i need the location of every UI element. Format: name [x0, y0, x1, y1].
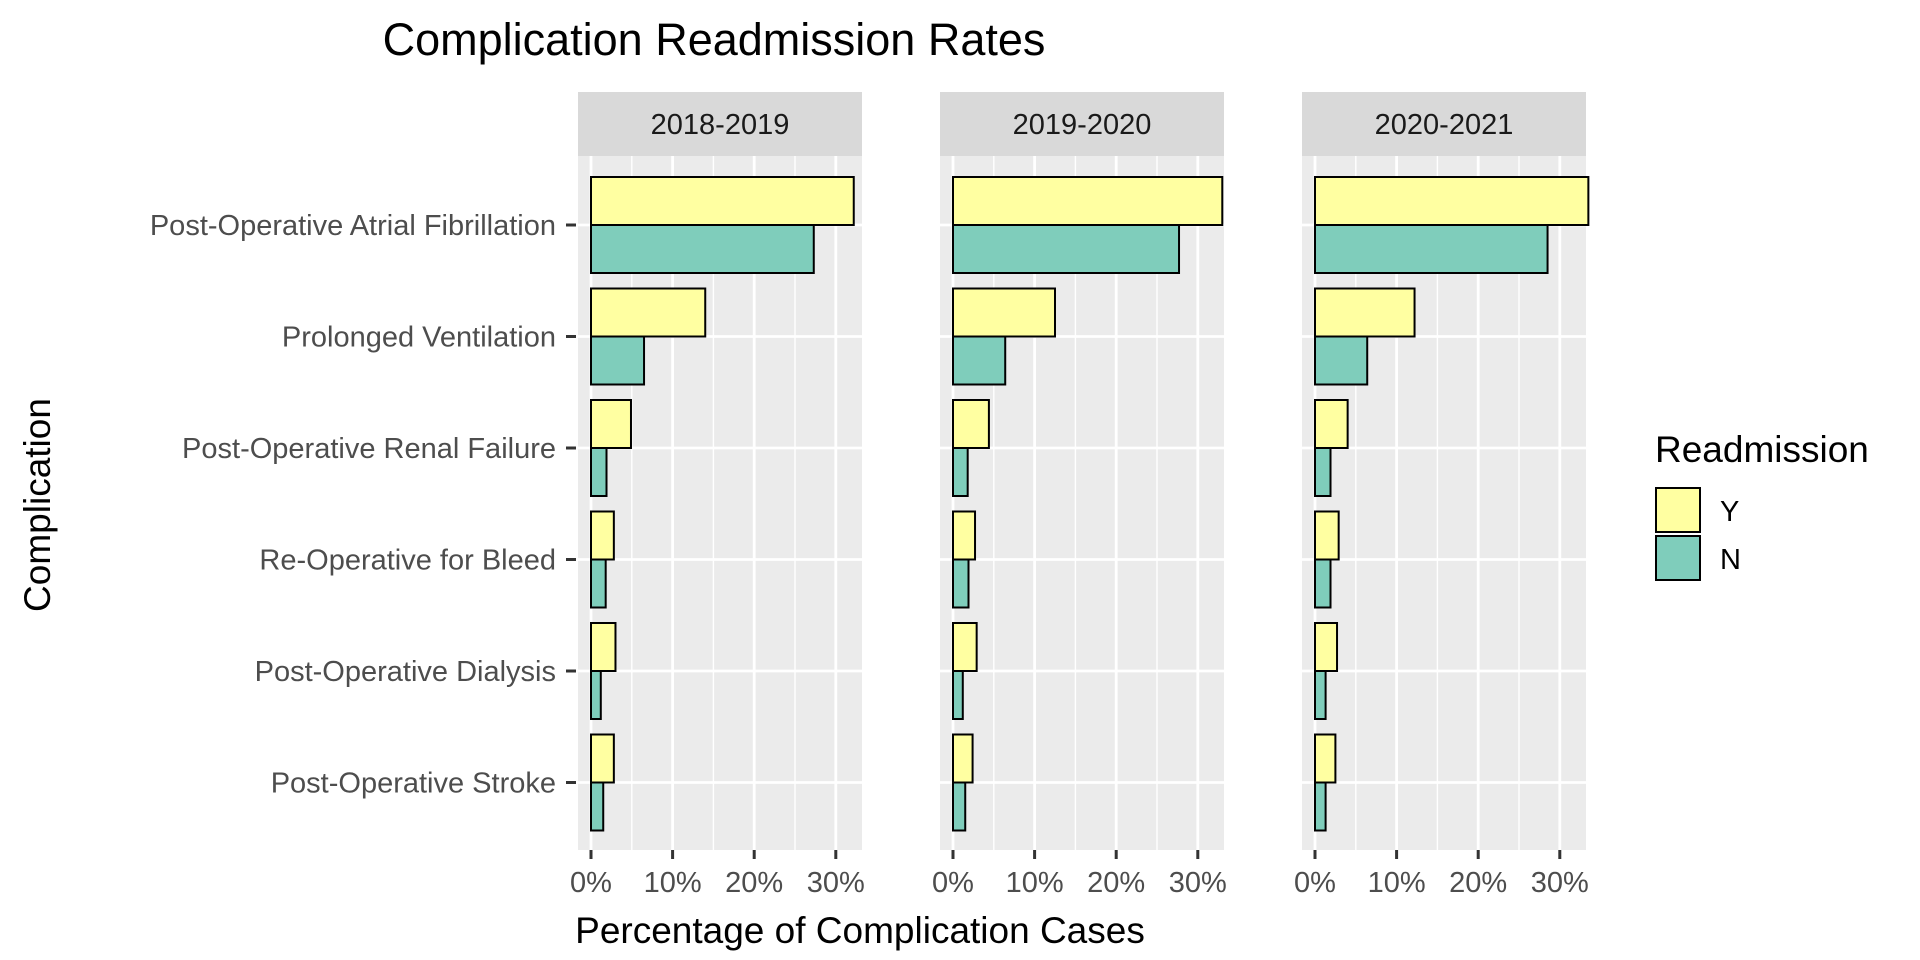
bar-n — [952, 781, 967, 832]
y-axis: Post-Operative Atrial Fibrillation Prolon… — [150, 210, 576, 800]
bar-y — [1314, 510, 1340, 561]
facet-strip-label: 2020-2021 — [1375, 109, 1514, 141]
x-tick-label: 0% — [570, 867, 612, 899]
bar-n — [1314, 670, 1327, 720]
bar-n — [952, 224, 1181, 274]
bar-n — [1314, 335, 1369, 386]
bar-y — [1314, 399, 1349, 449]
bar-n — [1314, 781, 1327, 832]
facet-strip-label: 2019-2020 — [1013, 109, 1152, 141]
bar-y — [1314, 622, 1339, 672]
bar-n — [952, 335, 1007, 386]
legend-label: Y — [1720, 496, 1739, 528]
y-tick-label: Post-Operative Atrial Fibrillation — [150, 210, 556, 242]
facet-panels: 2018-2019 0% 10% 20% 30% 2019-2020 0% 10% 20% 30%… — [570, 92, 1590, 899]
bar-n — [590, 670, 602, 720]
bar-n — [1314, 558, 1332, 609]
bar-y — [952, 176, 1224, 226]
x-tick-label: 30% — [1169, 867, 1227, 899]
x-tick-label: 20% — [725, 867, 783, 899]
legend-title: Readmission — [1655, 429, 1869, 470]
bar-y — [590, 287, 707, 338]
x-tick-label: 0% — [1294, 867, 1336, 899]
bar-y — [590, 510, 615, 561]
bar-n — [1314, 447, 1332, 497]
y-tick-label: Prolonged Ventilation — [282, 322, 556, 354]
y-tick-label: Post-Operative Stroke — [271, 768, 556, 800]
facet-strip-label: 2018-2019 — [651, 109, 790, 141]
facet-panel: 2020-2021 0% 10% 20% 30% — [1294, 92, 1590, 899]
bar-y — [590, 733, 615, 784]
bar-y — [590, 399, 632, 449]
facet-panel: 2018-2019 0% 10% 20% 30% — [570, 92, 865, 899]
facet-strip — [578, 92, 862, 156]
bar-n — [952, 670, 964, 720]
bar-y — [1314, 176, 1590, 226]
y-tick-label: Post-Operative Dialysis — [255, 656, 556, 688]
bar-n — [1314, 224, 1549, 274]
chart-title: Complication Readmission Rates — [383, 14, 1046, 65]
x-tick-label: 30% — [1531, 867, 1589, 899]
bar-y — [952, 287, 1056, 338]
y-tick-label: Post-Operative Renal Failure — [182, 433, 556, 465]
bar-y — [590, 622, 617, 672]
legend-label: N — [1720, 544, 1741, 576]
bar-y — [590, 176, 855, 226]
x-tick-label: 10% — [1368, 867, 1426, 899]
bar-y — [1314, 287, 1416, 338]
bar-n — [590, 447, 608, 497]
x-tick-label: 20% — [1087, 867, 1145, 899]
y-axis-title: Complication — [17, 398, 58, 612]
bar-n — [590, 224, 815, 274]
facet-panel: 2019-2020 0% 10% 20% 30% — [932, 92, 1227, 899]
bar-n — [590, 335, 646, 386]
bar-n — [590, 781, 605, 832]
bar-n — [952, 558, 970, 609]
bar-y — [952, 510, 977, 561]
bar-y — [952, 399, 990, 449]
y-tick-label: Re-Operative for Bleed — [259, 545, 556, 577]
bar-y — [952, 622, 978, 672]
facet-strip — [1302, 92, 1586, 156]
bar-n — [952, 447, 969, 497]
legend-swatch — [1655, 487, 1701, 533]
bar-y — [1314, 733, 1337, 784]
legend-swatch — [1655, 535, 1701, 581]
x-tick-label: 30% — [807, 867, 865, 899]
x-tick-label: 20% — [1449, 867, 1507, 899]
x-axis-title: Percentage of Complication Cases — [575, 910, 1145, 951]
facet-strip — [940, 92, 1224, 156]
bar-n — [590, 558, 607, 609]
x-tick-label: 0% — [932, 867, 974, 899]
legend: Readmission YN — [1655, 429, 1869, 581]
bar-y — [952, 733, 974, 784]
x-tick-label: 10% — [644, 867, 702, 899]
x-tick-label: 10% — [1006, 867, 1064, 899]
